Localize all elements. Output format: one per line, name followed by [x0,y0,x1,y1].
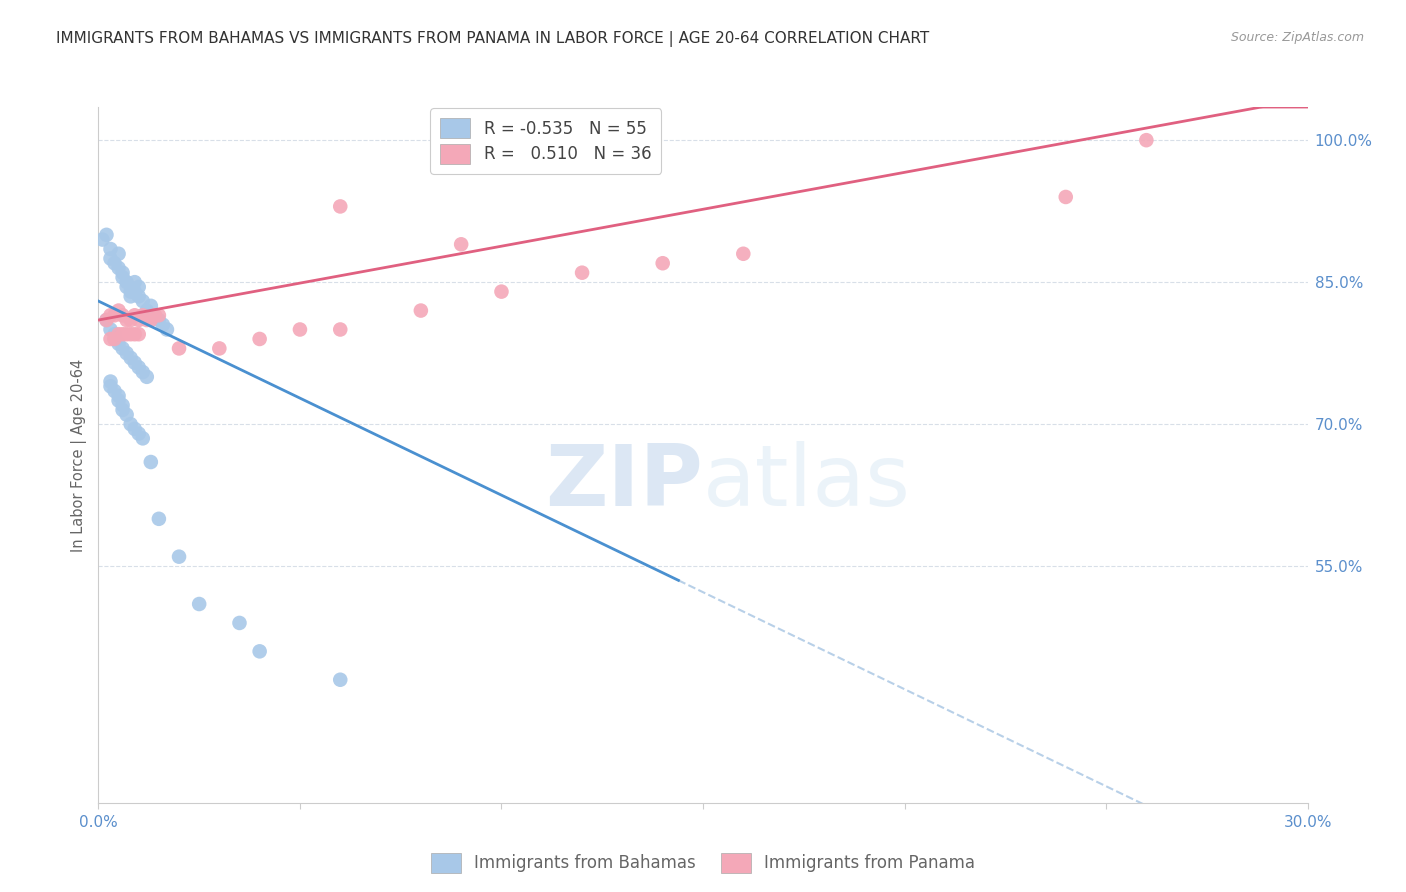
Point [288,322,311,336]
Point [228,615,250,630]
Point [128,327,150,342]
Point [100,252,122,266]
Point [135,313,157,327]
Point [124,356,146,370]
Point [167,549,190,564]
Point [107,393,129,408]
Point [103,332,125,346]
Point [124,422,146,436]
Point [91,233,114,247]
Legend: R = -0.535   N = 55, R =   0.510   N = 36: R = -0.535 N = 55, R = 0.510 N = 36 [430,109,661,174]
Point [115,313,138,327]
Point [733,246,755,260]
Point [111,308,134,322]
Point [100,308,122,322]
Point [124,308,146,322]
Point [115,327,138,342]
Point [115,275,138,289]
Y-axis label: In Labor Force | Age 20-64: In Labor Force | Age 20-64 [72,359,87,551]
Point [135,369,157,384]
Point [103,256,125,270]
Point [329,199,352,213]
Point [139,313,162,327]
Point [107,389,129,403]
Point [96,313,118,327]
Point [208,342,231,356]
Point [148,313,170,327]
Point [135,303,157,318]
Point [111,327,134,342]
Point [120,289,142,303]
Point [132,365,155,379]
Point [167,342,190,356]
Point [111,398,134,412]
Point [124,285,146,299]
Point [148,308,170,322]
Point [128,289,150,303]
Point [1135,133,1157,147]
Point [115,280,138,294]
Point [107,260,129,275]
Point [103,327,125,342]
Point [124,327,146,342]
Point [128,360,150,375]
Point [107,303,129,318]
Point [156,322,179,336]
Point [107,336,129,351]
Point [120,417,142,432]
Point [132,431,155,445]
Point [100,379,122,393]
Point [450,237,472,252]
Point [329,673,352,687]
Text: IMMIGRANTS FROM BAHAMAS VS IMMIGRANTS FROM PANAMA IN LABOR FORCE | AGE 20-64 COR: IMMIGRANTS FROM BAHAMAS VS IMMIGRANTS FR… [56,31,929,47]
Point [1054,190,1077,204]
Point [111,403,134,417]
Point [120,327,142,342]
Point [132,294,155,309]
Text: atlas: atlas [703,442,911,524]
Point [124,275,146,289]
Point [107,246,129,260]
Point [107,327,129,342]
Legend: Immigrants from Bahamas, Immigrants from Panama: Immigrants from Bahamas, Immigrants from… [425,847,981,880]
Point [115,346,138,360]
Point [128,426,150,441]
Text: ZIP: ZIP [546,442,703,524]
Point [100,375,122,389]
Point [329,322,352,336]
Point [139,299,162,313]
Point [249,644,271,658]
Point [103,308,125,322]
Point [100,322,122,336]
Point [128,313,150,327]
Point [100,242,122,256]
Point [148,512,170,526]
Point [120,313,142,327]
Point [120,285,142,299]
Point [152,318,174,332]
Point [120,351,142,365]
Point [143,308,166,322]
Point [111,266,134,280]
Point [249,332,271,346]
Point [571,266,593,280]
Point [651,256,673,270]
Text: Source: ZipAtlas.com: Source: ZipAtlas.com [1230,31,1364,45]
Point [111,342,134,356]
Point [111,270,134,285]
Point [409,303,432,318]
Point [96,313,118,327]
Point [115,408,138,422]
Point [96,227,118,242]
Point [103,332,125,346]
Point [143,308,166,322]
Point [491,285,513,299]
Point [132,308,155,322]
Point [128,280,150,294]
Point [139,455,162,469]
Point [103,384,125,398]
Point [188,597,211,611]
Point [100,332,122,346]
